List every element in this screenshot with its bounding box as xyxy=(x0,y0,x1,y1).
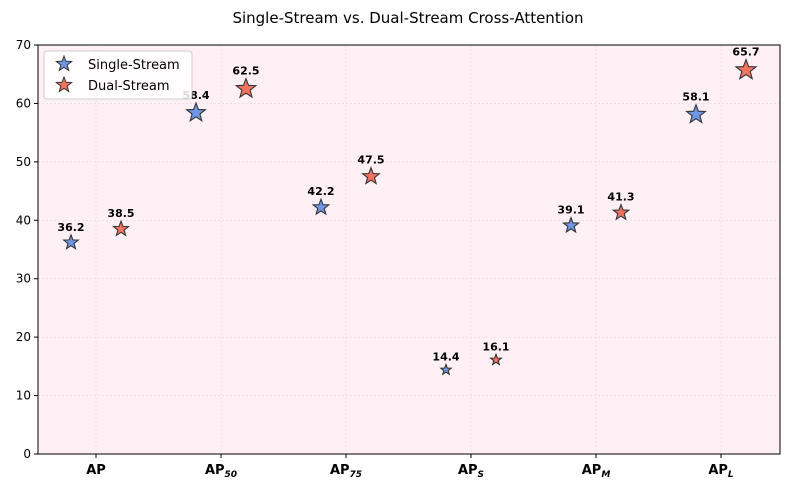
data-point-single xyxy=(561,216,581,234)
data-point-single xyxy=(311,197,331,216)
plot-area xyxy=(38,45,780,454)
data-label: 14.4 xyxy=(432,350,459,363)
data-label: 38.5 xyxy=(107,207,134,220)
y-tick-label: 40 xyxy=(16,213,31,227)
y-tick-label: 20 xyxy=(16,330,31,344)
plot-frame xyxy=(37,44,781,455)
data-marks xyxy=(62,57,758,376)
data-label: 47.5 xyxy=(357,154,384,167)
data-point-single xyxy=(439,362,453,376)
chart-title: Single-Stream vs. Dual-Stream Cross-Atte… xyxy=(232,9,583,27)
legend-marker xyxy=(55,54,73,72)
x-tick-label: APS xyxy=(458,463,484,480)
data-point-dual xyxy=(734,57,758,80)
legend-marker xyxy=(55,75,73,93)
data-point-dual xyxy=(112,219,130,237)
data-point-single xyxy=(185,101,207,123)
x-tick-label-sub: M xyxy=(601,470,610,480)
y-axis: 0 10 20 30 40 50 60 70 xyxy=(16,38,38,461)
x-tick-label-main: AP xyxy=(708,463,728,478)
data-label: 42.2 xyxy=(307,185,334,198)
grid-lines xyxy=(38,44,780,455)
data-label: 58.1 xyxy=(682,91,709,104)
x-tick-label: APM xyxy=(582,463,611,480)
data-point-dual xyxy=(611,202,631,221)
y-tick-label: 30 xyxy=(16,272,31,286)
data-point-dual xyxy=(234,76,258,99)
x-tick-label: AP50 xyxy=(205,463,237,480)
data-label: 36.2 xyxy=(57,221,84,234)
legend-label: Single-Stream xyxy=(88,58,180,73)
y-tick-label: 50 xyxy=(16,155,31,169)
data-point-single xyxy=(62,233,80,250)
y-tick-label: 60 xyxy=(16,96,31,110)
x-tick-label-sub: 75 xyxy=(350,470,363,480)
data-label: 62.5 xyxy=(232,65,259,78)
data-label: 41.3 xyxy=(607,191,634,204)
data-label: 65.7 xyxy=(732,46,759,59)
x-tick-label: AP xyxy=(86,463,106,478)
x-axis: AP AP50 AP75 APS APM APL xyxy=(86,454,734,480)
x-tick-label-main: AP xyxy=(458,463,478,478)
legend: Single-Stream Dual-Stream xyxy=(43,50,193,100)
data-point-single xyxy=(685,103,707,124)
data-point-dual xyxy=(361,166,381,185)
data-label: 16.1 xyxy=(482,340,509,353)
x-tick-label-main: AP xyxy=(330,463,350,478)
legend-box xyxy=(43,50,193,100)
x-tick-label-main: AP xyxy=(205,463,225,478)
x-tick-label-main: AP xyxy=(582,463,602,478)
data-point-dual xyxy=(489,352,503,366)
x-tick-label-main: AP xyxy=(86,463,106,478)
legend-label: Dual-Stream xyxy=(88,79,170,94)
x-tick-label-sub: S xyxy=(478,470,484,480)
y-tick-label: 70 xyxy=(16,38,31,52)
data-label: 39.1 xyxy=(557,204,584,217)
x-tick-label: AP75 xyxy=(330,463,362,480)
y-tick-label: 10 xyxy=(16,389,31,403)
x-tick-label-sub: 50 xyxy=(225,470,238,480)
x-tick-label-sub: L xyxy=(728,470,734,480)
x-tick-label: APL xyxy=(708,463,734,480)
y-tick-label: 0 xyxy=(23,447,31,461)
